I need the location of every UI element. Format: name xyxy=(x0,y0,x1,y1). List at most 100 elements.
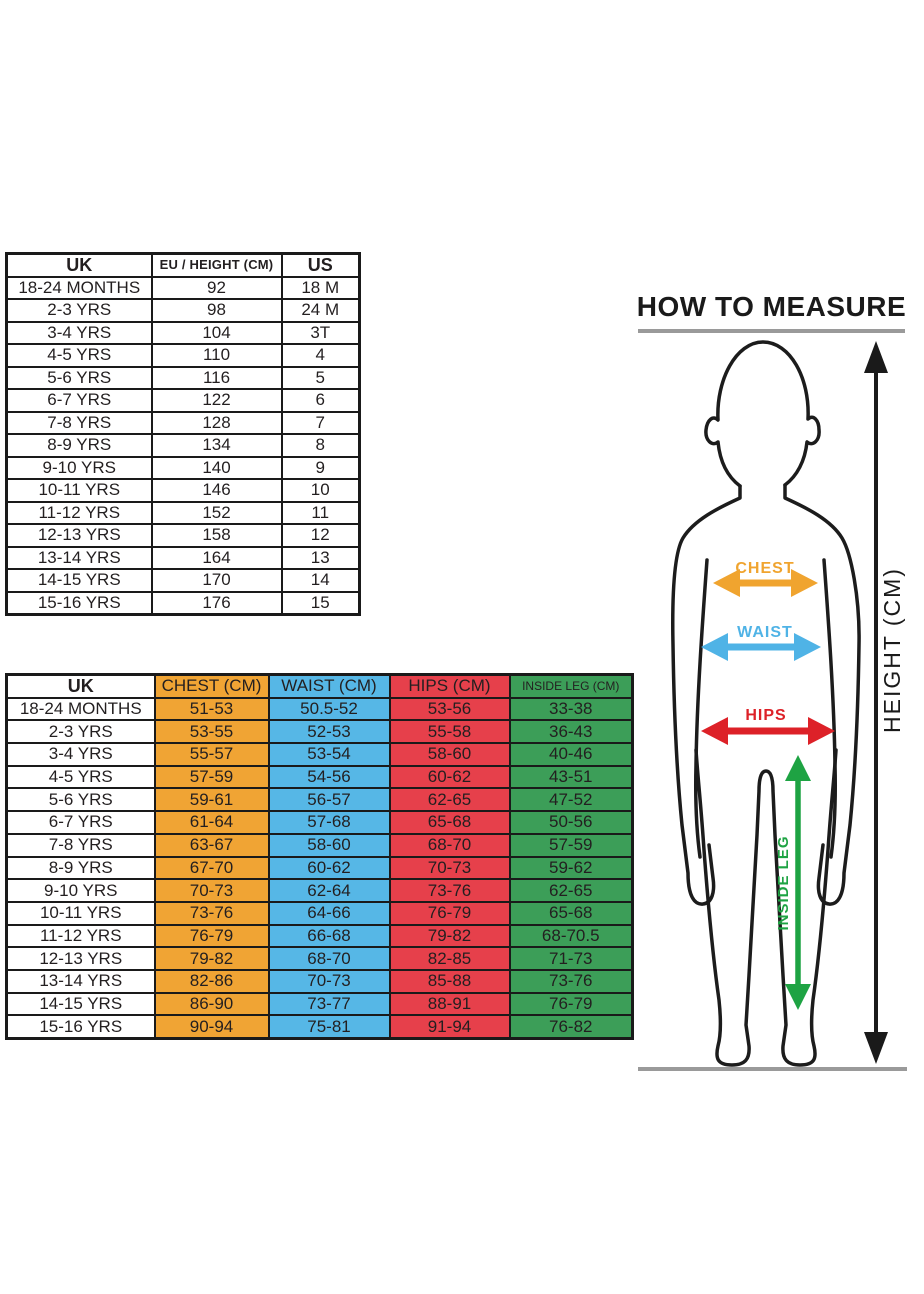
table-cell: 3-4 YRS xyxy=(5,320,153,345)
floor-line xyxy=(638,1067,907,1071)
hips-label: HIPS xyxy=(745,707,786,724)
column-header-uk: UK xyxy=(5,673,156,699)
height-label: HEIGHT (CM) xyxy=(879,567,905,733)
table-cell: 60-62 xyxy=(267,855,391,881)
table-cell: 79-82 xyxy=(153,946,270,971)
table-cell: 90-94 xyxy=(153,1014,270,1040)
measure-table-row: 5-6 YRS 59-61 56-57 62-65 47-52 xyxy=(5,787,634,813)
table-cell: 11 xyxy=(280,500,361,525)
size-table-row: 4-5 YRS 110 4 xyxy=(5,343,361,368)
table-cell: 60-62 xyxy=(388,764,511,790)
size-table-row: 2-3 YRS 98 24 M xyxy=(5,298,361,323)
table-cell: 56-57 xyxy=(267,787,391,813)
table-cell: 82-86 xyxy=(153,968,270,994)
column-header-inside-leg-cm: INSIDE LEG (CM) xyxy=(508,673,634,699)
table-cell: 14-15 YRS xyxy=(5,568,153,593)
table-cell: 15-16 YRS xyxy=(5,590,153,616)
measure-table-row: 9-10 YRS 70-73 62-64 73-76 62-65 xyxy=(5,878,634,903)
size-table-row: 6-7 YRS 122 6 xyxy=(5,388,361,413)
hips-arrow: HIPS xyxy=(701,707,835,745)
table-cell: 104 xyxy=(150,320,283,345)
table-cell: 116 xyxy=(150,365,283,390)
table-cell: 70-73 xyxy=(153,878,270,903)
size-table-row: 14-15 YRS 170 14 xyxy=(5,568,361,593)
table-cell: 36-43 xyxy=(508,719,634,745)
size-table-row: 11-12 YRS 152 11 xyxy=(5,500,361,525)
table-cell: 47-52 xyxy=(508,787,634,813)
table-cell: 15-16 YRS xyxy=(5,1014,156,1040)
measure-table-row: 4-5 YRS 57-59 54-56 60-62 43-51 xyxy=(5,764,634,790)
table-cell: 7-8 YRS xyxy=(5,410,153,435)
table-cell: 128 xyxy=(150,410,283,435)
table-cell: 12-13 YRS xyxy=(5,946,156,971)
table-cell: 152 xyxy=(150,500,283,525)
table-cell: 50-56 xyxy=(508,810,634,835)
measure-table-header-row: UK CHEST (CM) WAIST (CM) HIPS (CM) INSIDE LE… xyxy=(5,673,634,699)
table-cell: 6 xyxy=(280,388,361,413)
table-cell: 67-70 xyxy=(153,855,270,881)
table-cell: 8 xyxy=(280,433,361,458)
table-cell: 14-15 YRS xyxy=(5,991,156,1017)
table-cell: 70-73 xyxy=(267,968,391,994)
table-cell: 59-62 xyxy=(508,855,634,881)
table-cell: 4 xyxy=(280,343,361,368)
table-cell: 4-5 YRS xyxy=(5,764,156,790)
table-cell: 86-90 xyxy=(153,991,270,1017)
table-cell: 79-82 xyxy=(388,923,511,949)
table-cell: 51-53 xyxy=(153,696,270,722)
table-cell: 73-76 xyxy=(508,968,634,994)
table-cell: 9-10 YRS xyxy=(5,455,153,480)
table-cell: 6-7 YRS xyxy=(5,810,156,835)
table-cell: 64-66 xyxy=(267,900,391,926)
table-cell: 12-13 YRS xyxy=(5,523,153,548)
table-cell: 76-79 xyxy=(388,900,511,926)
table-cell: 2-3 YRS xyxy=(5,298,153,323)
size-table-row: 12-13 YRS 158 12 xyxy=(5,523,361,548)
inside-leg-arrow: INSIDE LEG xyxy=(775,755,811,1010)
table-cell: 57-59 xyxy=(153,764,270,790)
table-cell: 14 xyxy=(280,568,361,593)
table-cell: 55-57 xyxy=(153,742,270,767)
table-cell: 63-67 xyxy=(153,832,270,858)
table-cell: 61-64 xyxy=(153,810,270,835)
measure-table-row: 7-8 YRS 63-67 58-60 68-70 57-59 xyxy=(5,832,634,858)
table-cell: 76-79 xyxy=(153,923,270,949)
size-table-row: 13-14 YRS 164 13 xyxy=(5,545,361,570)
table-cell: 11-12 YRS xyxy=(5,923,156,949)
table-cell: 68-70 xyxy=(267,946,391,971)
column-header-uk: UK xyxy=(5,252,153,278)
table-cell: 146 xyxy=(150,478,283,503)
table-cell: 40-46 xyxy=(508,742,634,767)
size-table-row: 10-11 YRS 146 10 xyxy=(5,478,361,503)
table-cell: 82-85 xyxy=(388,946,511,971)
table-cell: 13-14 YRS xyxy=(5,968,156,994)
table-cell: 33-38 xyxy=(508,696,634,722)
waist-arrow: WAIST xyxy=(701,624,821,661)
measure-table-row: 10-11 YRS 73-76 64-66 76-79 65-68 xyxy=(5,900,634,926)
measurement-diagram: CHEST WAIST HIPS INSIDE LEG xyxy=(671,340,905,1067)
measure-table-row: 14-15 YRS 86-90 73-77 88-91 76-79 xyxy=(5,991,634,1017)
table-cell: 58-60 xyxy=(388,742,511,767)
measure-table-row: 2-3 YRS 53-55 52-53 55-58 36-43 xyxy=(5,719,634,745)
column-header-waist-cm: WAIST (CM) xyxy=(267,673,391,699)
size-table-row: 5-6 YRS 116 5 xyxy=(5,365,361,390)
table-cell: 55-58 xyxy=(388,719,511,745)
measure-table-row: 6-7 YRS 61-64 57-68 65-68 50-56 xyxy=(5,810,634,835)
how-to-measure-title: HOW TO MEASURE xyxy=(636,291,907,322)
table-cell: 53-55 xyxy=(153,719,270,745)
table-cell: 3T xyxy=(280,320,361,345)
table-cell: 57-59 xyxy=(508,832,634,858)
measure-table-row: 12-13 YRS 79-82 68-70 82-85 71-73 xyxy=(5,946,634,971)
table-cell: 68-70.5 xyxy=(508,923,634,949)
table-cell: 58-60 xyxy=(267,832,391,858)
table-cell: 10-11 YRS xyxy=(5,900,156,926)
table-cell: 65-68 xyxy=(388,810,511,835)
table-cell: 158 xyxy=(150,523,283,548)
table-cell: 57-68 xyxy=(267,810,391,835)
table-cell: 73-77 xyxy=(267,991,391,1017)
measure-table-row: 8-9 YRS 67-70 60-62 70-73 59-62 xyxy=(5,855,634,881)
size-table-header-row: UK EU / HEIGHT (CM) US xyxy=(5,252,361,278)
table-cell: 59-61 xyxy=(153,787,270,813)
table-cell: 98 xyxy=(150,298,283,323)
